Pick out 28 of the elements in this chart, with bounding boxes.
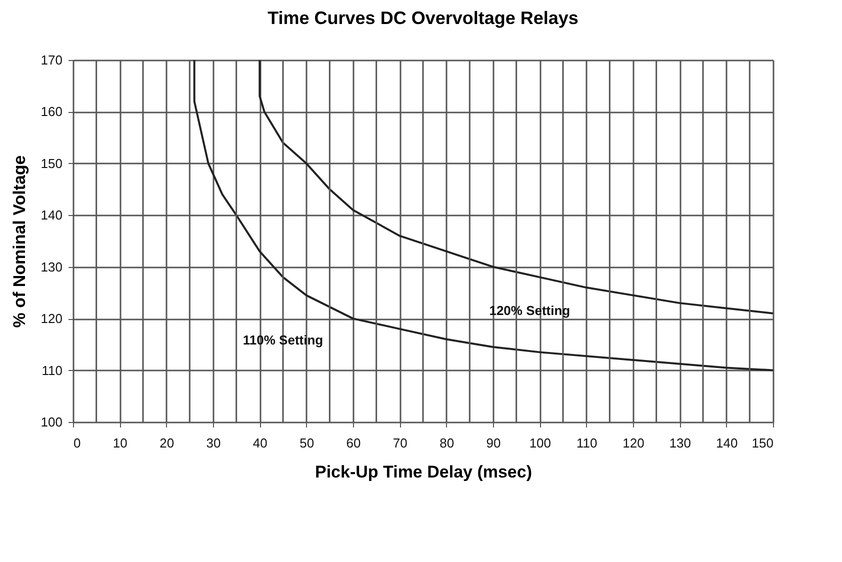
x-tick-label: 120: [622, 436, 644, 450]
x-tick-label: 110: [576, 436, 598, 450]
y-tick-label: 110: [42, 362, 62, 378]
y-tick-label: 120: [40, 311, 62, 326]
x-tick-label: 100: [529, 436, 552, 450]
x-tick-label: 50: [300, 436, 314, 450]
x-tick-label: 10: [112, 436, 128, 450]
x-tick-label: 80: [440, 436, 454, 450]
line-series: [193, 59, 774, 372]
x-tick-label: 150: [752, 436, 774, 450]
x-tick-label: 130: [669, 436, 692, 450]
y-tick-label: 130: [40, 259, 62, 274]
y-tick-label: 170: [40, 52, 62, 68]
x-tick-label: 0: [74, 436, 81, 450]
x-tick-label: 30: [206, 436, 221, 450]
x-axis-title: Pick-Up Time Delay (msec): [315, 462, 532, 482]
x-tick-label: 60: [346, 436, 361, 450]
x-tick-label: 20: [160, 436, 174, 450]
x-tick-label: 140: [716, 436, 738, 450]
x-tick-label: 40: [252, 436, 268, 450]
y-tick-label: 160: [40, 104, 62, 120]
x-tick-label: 90: [486, 436, 501, 450]
y-tick-label: 150: [40, 156, 62, 171]
y-axis-title: % of Nominal Voltage: [10, 155, 29, 328]
y-tick-label: 140: [40, 208, 62, 223]
x-tick-label: 70: [392, 436, 408, 450]
chart-title: Time Curves DC Overvoltage Relays: [268, 8, 578, 28]
y-tick-label: 100: [40, 414, 62, 430]
